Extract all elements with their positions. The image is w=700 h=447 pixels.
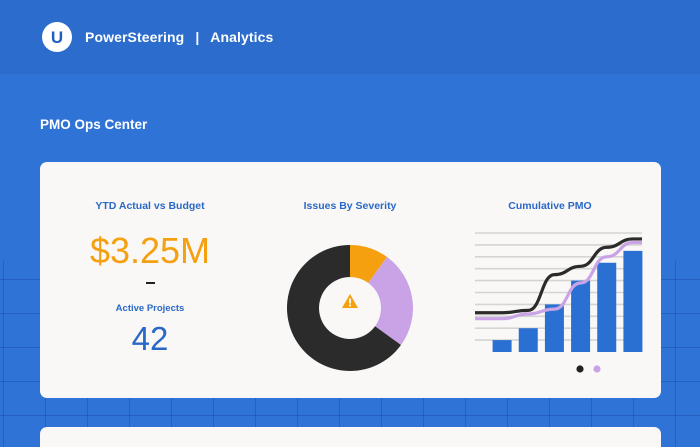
donut-slice-1[interactable] xyxy=(350,245,388,283)
active-projects-value: 42 xyxy=(131,320,169,357)
header-separator: | xyxy=(195,29,200,45)
dashboard-card: YTD Actual vs Budget $3.25M Active Proje… xyxy=(40,162,661,398)
kpi-title: YTD Actual vs Budget xyxy=(95,200,205,212)
page-title: PMO Ops Center xyxy=(40,117,148,132)
kpi-value: $3.25M xyxy=(89,230,211,271)
bar-1[interactable] xyxy=(492,340,512,352)
chart-pager xyxy=(576,365,601,373)
cumulative-title: Cumulative PMO xyxy=(508,200,592,212)
pager-dot-1[interactable] xyxy=(576,365,584,373)
issues-donut-chart[interactable] xyxy=(260,218,440,398)
powersteering-logo[interactable]: U xyxy=(42,22,72,52)
kpi-panel: YTD Actual vs Budget $3.25M Active Proje… xyxy=(40,162,260,398)
bar-2[interactable] xyxy=(518,328,538,352)
donut-slice-2[interactable] xyxy=(368,257,413,346)
series-line-1 xyxy=(474,237,642,315)
bar-4[interactable] xyxy=(571,280,591,352)
pager-dot-2[interactable] xyxy=(593,365,601,373)
issues-title: Issues By Severity xyxy=(303,200,397,212)
bar-6[interactable] xyxy=(623,250,643,352)
bar-3[interactable] xyxy=(544,304,564,352)
secondary-card xyxy=(40,427,661,447)
brand-name[interactable]: PowerSteering xyxy=(85,29,185,45)
cumulative-panel: Cumulative PMO xyxy=(460,162,661,398)
section-name[interactable]: Analytics xyxy=(210,29,274,45)
cumulative-chart[interactable] xyxy=(460,228,660,378)
top-header: U PowerSteering | Analytics xyxy=(0,0,700,74)
donut-slice-3[interactable] xyxy=(287,245,401,371)
bar-5[interactable] xyxy=(597,262,617,352)
series-line-2 xyxy=(474,240,642,321)
active-projects-label: Active Projects xyxy=(115,303,185,314)
issues-panel: Issues By Severity xyxy=(260,162,440,398)
logo-letter: U xyxy=(50,27,64,47)
warning-triangle-icon xyxy=(342,294,358,308)
kpi-divider xyxy=(146,282,155,284)
